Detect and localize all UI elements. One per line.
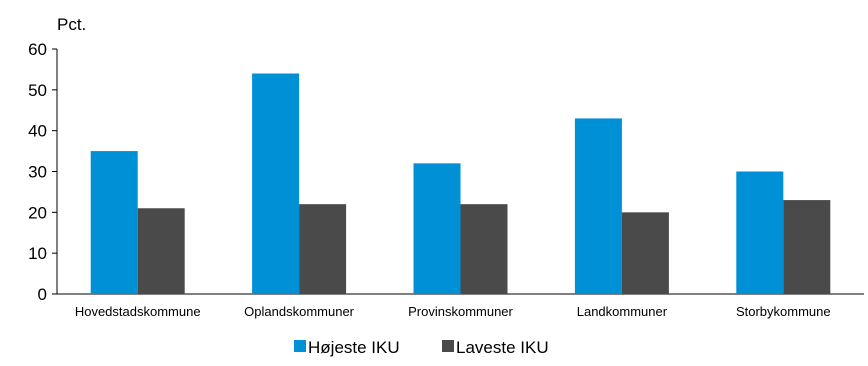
x-tick-label: Storbykommune [736,304,831,319]
x-tick-label: Oplandskommuner [244,304,354,319]
y-axis-ticks: 0 10 20 30 40 50 60 [28,40,57,304]
legend-swatch-hojeste [294,340,306,352]
y-tick-label: 60 [28,40,47,59]
y-tick-label: 10 [28,244,47,263]
legend-label-laveste: Laveste IKU [456,338,549,357]
bar-laveste-landkommuner [621,212,669,294]
bar-hojeste-storbykommune [736,171,784,294]
bar-hojeste-landkommuner [574,118,622,295]
bar-hojeste-hovedstadskommune [90,151,138,294]
y-tick-label: 30 [28,163,47,182]
legend: Højeste IKU Laveste IKU [294,338,549,357]
bar-laveste-hovedstadskommune [137,208,185,294]
bar-laveste-provinskommuner [460,204,508,294]
legend-label-hojeste: Højeste IKU [308,338,400,357]
bar-laveste-oplandskommuner [299,204,347,294]
x-axis-labels: Hovedstadskommune Oplandskommuner Provinsk… [75,304,831,319]
y-tick-label: 20 [28,203,47,222]
y-axis-label: Pct. [57,15,86,34]
bar-laveste-storbykommune [783,200,831,294]
y-tick-label: 0 [38,285,47,304]
x-tick-label: Landkommuner [577,304,668,319]
x-tick-label: Hovedstadskommune [75,304,201,319]
y-tick-label: 40 [28,122,47,141]
bar-hojeste-oplandskommuner [252,73,300,294]
bar-hojeste-provinskommuner [413,163,461,294]
x-tick-label: Provinskommuner [408,304,513,319]
bars-group [90,73,831,295]
legend-swatch-laveste [442,340,454,352]
y-tick-label: 50 [28,81,47,100]
